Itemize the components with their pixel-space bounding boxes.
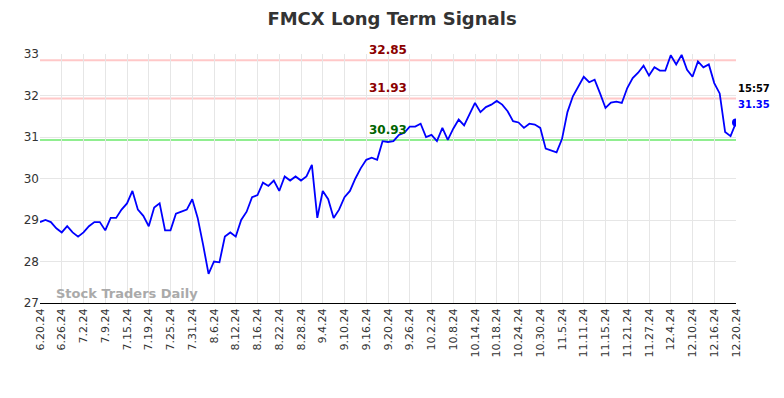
svg-text:12.20.24: 12.20.24 bbox=[730, 308, 743, 357]
svg-text:7.25.24: 7.25.24 bbox=[164, 308, 177, 350]
svg-text:31.93: 31.93 bbox=[369, 81, 407, 95]
svg-text:12.10.24: 12.10.24 bbox=[686, 308, 699, 357]
svg-text:6.26.24: 6.26.24 bbox=[55, 308, 68, 350]
svg-text:33: 33 bbox=[24, 47, 39, 61]
svg-text:32.85: 32.85 bbox=[369, 43, 407, 57]
svg-text:8.12.24: 8.12.24 bbox=[229, 308, 242, 350]
svg-text:11.21.24: 11.21.24 bbox=[621, 308, 634, 357]
svg-text:10.14.24: 10.14.24 bbox=[469, 308, 482, 357]
svg-text:27: 27 bbox=[24, 296, 39, 310]
svg-text:30.93: 30.93 bbox=[369, 123, 407, 137]
svg-text:12.4.24: 12.4.24 bbox=[664, 308, 677, 350]
svg-text:11.11.24: 11.11.24 bbox=[577, 308, 590, 357]
svg-text:9.4.24: 9.4.24 bbox=[316, 308, 329, 343]
svg-text:8.22.24: 8.22.24 bbox=[273, 308, 286, 350]
svg-text:30: 30 bbox=[24, 172, 39, 186]
svg-text:29: 29 bbox=[24, 213, 39, 227]
svg-text:8.28.24: 8.28.24 bbox=[295, 308, 308, 350]
svg-text:7.2.24: 7.2.24 bbox=[77, 308, 90, 343]
svg-text:31.35: 31.35 bbox=[738, 99, 770, 110]
svg-text:7.31.24: 7.31.24 bbox=[186, 308, 199, 350]
svg-text:32: 32 bbox=[24, 89, 39, 103]
svg-text:12.16.24: 12.16.24 bbox=[708, 308, 721, 357]
svg-text:7.15.24: 7.15.24 bbox=[121, 308, 134, 350]
svg-text:8.6.24: 8.6.24 bbox=[208, 308, 221, 343]
svg-text:11.27.24: 11.27.24 bbox=[643, 308, 656, 357]
svg-text:28: 28 bbox=[24, 255, 39, 269]
svg-text:10.24.24: 10.24.24 bbox=[512, 308, 525, 357]
svg-text:9.20.24: 9.20.24 bbox=[382, 308, 395, 350]
svg-text:8.16.24: 8.16.24 bbox=[251, 308, 264, 350]
svg-text:10.30.24: 10.30.24 bbox=[534, 308, 547, 357]
svg-text:11.15.24: 11.15.24 bbox=[599, 308, 612, 357]
svg-text:11.5.24: 11.5.24 bbox=[556, 308, 569, 350]
svg-text:9.16.24: 9.16.24 bbox=[360, 308, 373, 350]
svg-text:FMCX Long Term Signals: FMCX Long Term Signals bbox=[267, 8, 516, 29]
svg-text:10.2.24: 10.2.24 bbox=[425, 308, 438, 350]
svg-text:7.19.24: 7.19.24 bbox=[142, 308, 155, 350]
svg-text:Stock Traders Daily: Stock Traders Daily bbox=[56, 286, 198, 301]
svg-text:9.26.24: 9.26.24 bbox=[403, 308, 416, 350]
svg-text:10.18.24: 10.18.24 bbox=[490, 308, 503, 357]
svg-text:31: 31 bbox=[24, 130, 39, 144]
svg-text:6.20.24: 6.20.24 bbox=[34, 308, 47, 350]
svg-text:10.8.24: 10.8.24 bbox=[447, 308, 460, 350]
svg-text:7.9.24: 7.9.24 bbox=[99, 308, 112, 343]
svg-text:9.10.24: 9.10.24 bbox=[338, 308, 351, 350]
svg-text:15:57: 15:57 bbox=[738, 83, 770, 94]
